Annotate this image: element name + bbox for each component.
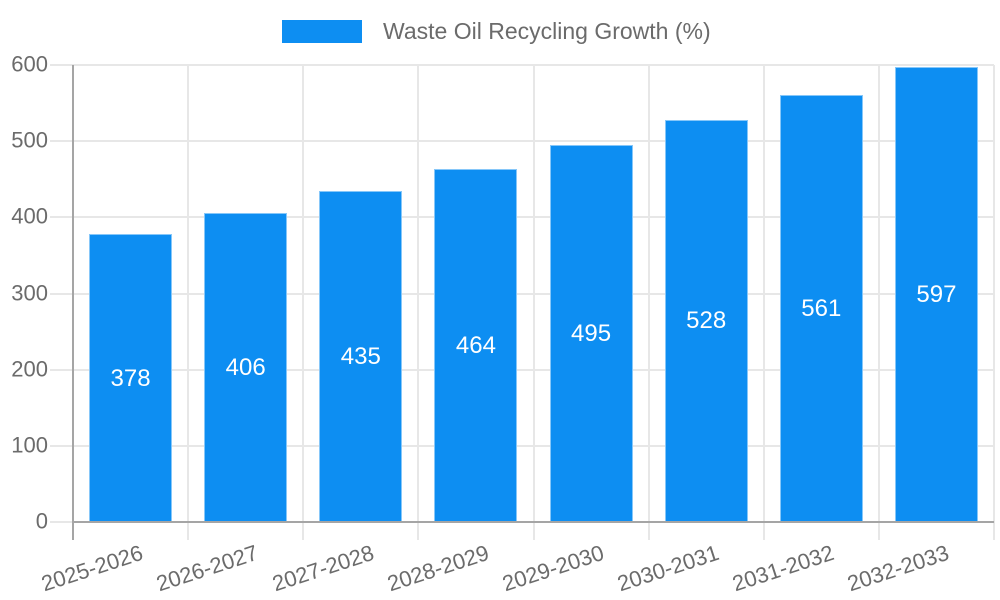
bar: 597: [894, 67, 978, 522]
y-tick-label: 600: [11, 51, 48, 77]
x-axis-line: [73, 521, 994, 523]
bar-value-label: 495: [571, 319, 612, 347]
bar: 378: [89, 234, 173, 522]
legend-swatch[interactable]: [282, 19, 362, 43]
x-tick-label: 2032-2033: [844, 540, 953, 597]
v-gridline: [993, 65, 995, 540]
legend[interactable]: Waste Oil Recycling Growth (%): [282, 17, 711, 45]
x-tick-label: 2028-2029: [383, 540, 492, 597]
bar: 435: [319, 190, 403, 522]
y-axis-line: [72, 65, 74, 540]
h-gridline: [50, 216, 994, 219]
v-gridline: [187, 65, 190, 540]
bar-value-label: 435: [340, 342, 381, 370]
x-tick-label: 2027-2028: [268, 540, 377, 597]
x-tick-label: 2031-2032: [729, 540, 838, 597]
bar-value-label: 464: [455, 331, 496, 359]
bar: 495: [549, 144, 633, 522]
x-tick-label: 2026-2027: [153, 540, 262, 597]
bar-value-label: 561: [801, 294, 842, 322]
v-gridline: [417, 65, 420, 540]
v-gridline: [302, 65, 305, 540]
h-gridline: [50, 292, 994, 295]
x-tick-label: 2025-2026: [38, 540, 147, 597]
bar-value-label: 378: [110, 364, 151, 392]
x-tick-label: 2030-2031: [614, 540, 722, 597]
legend-label[interactable]: Waste Oil Recycling Growth (%): [383, 18, 711, 44]
v-gridline: [532, 65, 535, 540]
v-gridline: [647, 65, 650, 540]
bar: 528: [664, 119, 748, 522]
h-gridline: [50, 140, 994, 143]
y-tick-label: 400: [11, 203, 48, 229]
bar-value-label: 406: [225, 353, 266, 381]
h-gridline: [50, 444, 994, 447]
y-tick-label: 0: [35, 508, 48, 534]
bar: 561: [779, 94, 863, 522]
bar: 406: [204, 212, 288, 522]
y-tick-label: 100: [11, 432, 48, 458]
v-gridline: [762, 65, 765, 540]
bar-value-label: 597: [916, 281, 957, 309]
h-gridline: [50, 64, 994, 66]
y-tick-label: 300: [11, 279, 48, 305]
x-tick-label: 2029-2030: [498, 540, 607, 597]
bar-value-label: 528: [686, 307, 727, 335]
y-tick-label: 200: [11, 356, 48, 382]
h-gridline: [50, 368, 994, 371]
y-tick-label: 500: [11, 127, 48, 153]
bar: 464: [434, 168, 518, 522]
v-gridline: [877, 65, 880, 540]
